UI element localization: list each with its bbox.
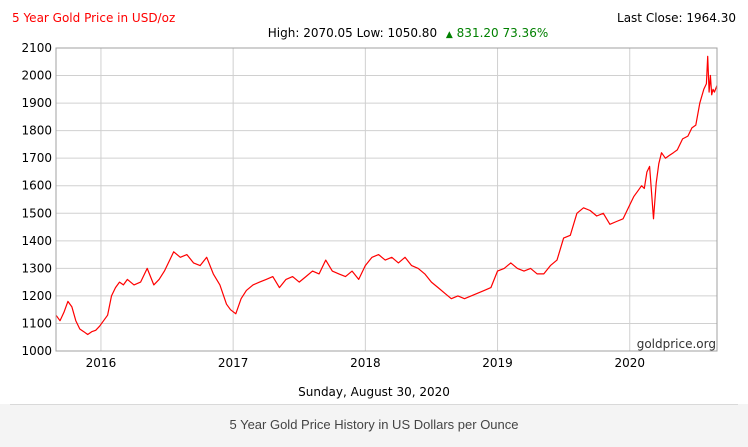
date-label: Sunday, August 30, 2020 bbox=[298, 385, 450, 399]
x-axis-ticks: 2016 2017 2018 2019 2020 bbox=[86, 356, 645, 370]
y-tick-label: 1600 bbox=[21, 179, 52, 193]
series-layer bbox=[55, 55, 718, 336]
chart-panel: 5 Year Gold Price in USD/oz Last Close: … bbox=[10, 0, 738, 405]
watermark: goldprice.org bbox=[637, 337, 716, 351]
x-tick-label: 2018 bbox=[350, 356, 381, 370]
x-tick-label: 2017 bbox=[218, 356, 249, 370]
y-axis-ticks: 1000 1100 1200 1300 1400 1500 1600 1700 1800 1900… bbox=[21, 41, 52, 358]
y-tick-label: 1500 bbox=[21, 206, 52, 220]
change-stats: 831.20 73.36% bbox=[457, 26, 549, 40]
gridlines bbox=[56, 47, 717, 352]
y-tick-label: 1400 bbox=[21, 234, 52, 248]
last-close: Last Close: 1964.30 bbox=[617, 11, 736, 25]
chart-title: 5 Year Gold Price in USD/oz bbox=[12, 11, 175, 25]
y-tick-label: 1800 bbox=[21, 124, 52, 138]
y-tick-label: 1000 bbox=[21, 344, 52, 358]
y-tick-label: 1900 bbox=[21, 96, 52, 110]
y-tick-label: 1700 bbox=[21, 151, 52, 165]
high-low-stats: High: 2070.05 Low: 1050.80 bbox=[268, 26, 437, 40]
price-series-line bbox=[55, 55, 718, 336]
chart-caption: 5 Year Gold Price History in US Dollars … bbox=[229, 417, 519, 432]
y-tick-label: 1200 bbox=[21, 289, 52, 303]
y-tick-label: 1100 bbox=[21, 316, 52, 330]
price-stats: High: 2070.05 Low: 1050.80 ▲ 831.20 73.3… bbox=[268, 26, 548, 40]
x-tick-label: 2016 bbox=[86, 356, 117, 370]
change-up-icon: ▲ bbox=[446, 30, 453, 40]
y-tick-label: 2100 bbox=[21, 41, 52, 55]
plot-frame bbox=[55, 47, 718, 352]
x-tick-label: 2019 bbox=[482, 356, 513, 370]
gold-price-chart: 5 Year Gold Price in USD/oz Last Close: … bbox=[12, 11, 736, 399]
y-tick-label: 1300 bbox=[21, 261, 52, 275]
footer-background bbox=[0, 404, 748, 447]
y-tick-label: 2000 bbox=[21, 69, 52, 83]
x-tick-label: 2020 bbox=[614, 356, 645, 370]
